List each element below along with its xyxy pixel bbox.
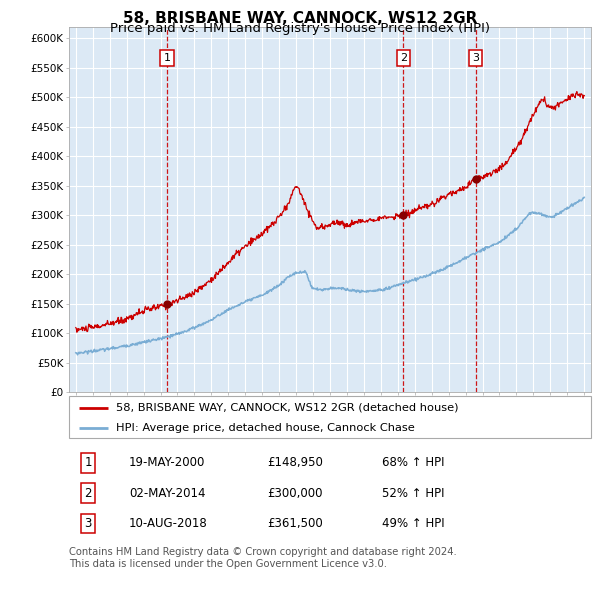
Text: Price paid vs. HM Land Registry's House Price Index (HPI): Price paid vs. HM Land Registry's House … <box>110 22 490 35</box>
Text: 1: 1 <box>163 53 170 63</box>
Text: 2: 2 <box>400 53 407 63</box>
Text: 02-MAY-2014: 02-MAY-2014 <box>129 487 206 500</box>
Text: 2: 2 <box>85 487 92 500</box>
Text: £361,500: £361,500 <box>268 517 323 530</box>
Text: £300,000: £300,000 <box>268 487 323 500</box>
Text: 3: 3 <box>472 53 479 63</box>
Text: 58, BRISBANE WAY, CANNOCK, WS12 2GR: 58, BRISBANE WAY, CANNOCK, WS12 2GR <box>123 11 477 25</box>
Text: 68% ↑ HPI: 68% ↑ HPI <box>382 456 445 469</box>
Text: 19-MAY-2000: 19-MAY-2000 <box>129 456 205 469</box>
Text: 49% ↑ HPI: 49% ↑ HPI <box>382 517 445 530</box>
Text: 3: 3 <box>85 517 92 530</box>
Text: 10-AUG-2018: 10-AUG-2018 <box>129 517 208 530</box>
Text: £148,950: £148,950 <box>268 456 323 469</box>
Text: 52% ↑ HPI: 52% ↑ HPI <box>382 487 445 500</box>
Text: 58, BRISBANE WAY, CANNOCK, WS12 2GR (detached house): 58, BRISBANE WAY, CANNOCK, WS12 2GR (det… <box>116 403 458 413</box>
Text: 1: 1 <box>85 456 92 469</box>
Text: HPI: Average price, detached house, Cannock Chase: HPI: Average price, detached house, Cann… <box>116 423 415 432</box>
Text: Contains HM Land Registry data © Crown copyright and database right 2024.
This d: Contains HM Land Registry data © Crown c… <box>69 547 457 569</box>
